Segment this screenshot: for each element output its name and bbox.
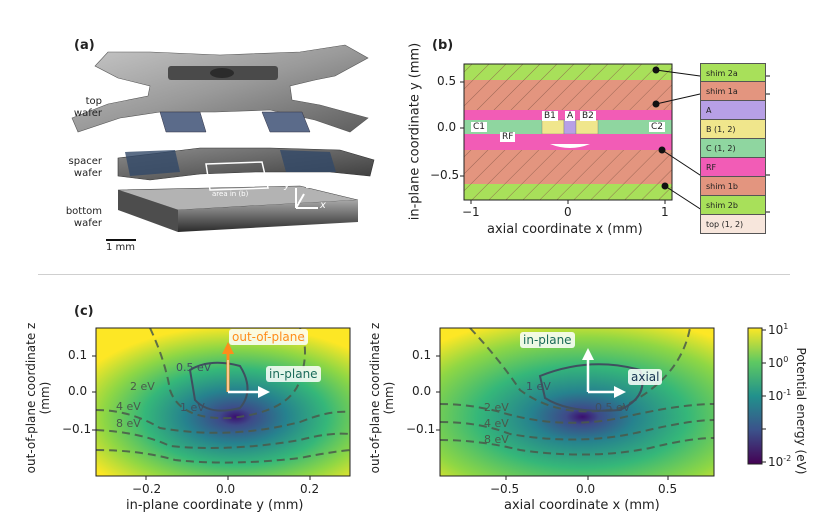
left-contour-4: 4 eV bbox=[116, 400, 141, 413]
electrode-legend: shim 2a shim 1a A B (1, 2) C (1, 2) RF shim 1b… bbox=[700, 63, 766, 234]
cbar-tick-1e0: 100 bbox=[768, 355, 789, 370]
right-contour-4: 4 eV bbox=[484, 417, 509, 430]
top-support-left bbox=[159, 111, 207, 133]
b-ytick-1: 0.0 bbox=[437, 120, 457, 134]
bottom-wafer-side bbox=[118, 190, 178, 232]
b-xlabel: axial coordinate x (mm) bbox=[487, 222, 643, 237]
spacer-wafer-label-line1: spacer bbox=[68, 156, 102, 167]
top-wafer-label: top wafer bbox=[58, 96, 102, 120]
right-arrow-right-label: axial bbox=[628, 369, 663, 385]
c1-ylabel-text: out-of-plane coordinate z (mm) bbox=[24, 322, 52, 474]
c1-ytick-1: 0.0 bbox=[68, 384, 88, 398]
scale-bar-label: 1 mm bbox=[106, 242, 136, 253]
b-ylabel: in-plane coordinate y (mm) bbox=[407, 42, 423, 221]
left-contour-8: 8 eV bbox=[116, 417, 141, 430]
c2-xtick-1: 0.0 bbox=[576, 482, 596, 496]
right-contour-8: 8 eV bbox=[484, 433, 509, 446]
left-contour-1: 1 eV bbox=[180, 401, 205, 414]
c1-ytick-2: −0.1 bbox=[62, 422, 92, 436]
legend-row: C (1, 2) bbox=[700, 139, 766, 158]
panel-c-label: (c) bbox=[74, 304, 94, 319]
panel-b-label: (b) bbox=[432, 38, 454, 53]
c1-xtick-0: −0.2 bbox=[132, 482, 162, 496]
b-xtick-2: 1 bbox=[661, 205, 669, 219]
right-contour-2: 2 eV bbox=[484, 401, 509, 414]
top-wafer-label-line2: wafer bbox=[73, 108, 102, 119]
c2-xtick-0: −0.5 bbox=[490, 482, 520, 496]
colorbar-label: Potential energy (eV) bbox=[794, 347, 808, 475]
cbar-exp-1: 1 bbox=[783, 322, 789, 331]
c2-ytick-2: −0.1 bbox=[406, 422, 436, 436]
right-arrow-up-label: in-plane bbox=[520, 332, 575, 348]
c2-ylabel: out-of-plane coordinate z (mm) bbox=[368, 318, 396, 478]
left-arrow-up-label: out-of-plane bbox=[229, 329, 308, 345]
b-ytick-2: −0.5 bbox=[430, 168, 460, 182]
spacer-wafer-label-line2: wafer bbox=[73, 168, 102, 179]
cbar-tick-1em2: 10-2 bbox=[768, 454, 792, 469]
top-wafer-shape bbox=[71, 44, 369, 133]
colorbar bbox=[747, 327, 763, 465]
legend-row: RF bbox=[700, 158, 766, 177]
c1-xlabel: in-plane coordinate y (mm) bbox=[126, 498, 304, 513]
legend-row: top (1, 2) bbox=[700, 215, 766, 234]
left-contour-05: 0.5 eV bbox=[176, 361, 212, 374]
axis-z-label: z bbox=[306, 180, 312, 191]
area-box bbox=[205, 161, 269, 191]
electrode-a: A bbox=[565, 111, 576, 121]
left-contour-2: 2 eV bbox=[130, 380, 155, 393]
cbar-exp-0: 0 bbox=[783, 355, 789, 364]
cbar-exp-m1: -1 bbox=[783, 388, 792, 397]
legend-row: B (1, 2) bbox=[700, 120, 766, 139]
b-xtick-0: −1 bbox=[462, 205, 480, 219]
legend-row: A bbox=[700, 101, 766, 120]
c1-ylabel: out-of-plane coordinate z (mm) bbox=[24, 318, 52, 478]
b-ytick-0: 0.5 bbox=[437, 74, 457, 88]
right-potential-map bbox=[440, 328, 714, 476]
c2-ytick-0: 0.1 bbox=[412, 348, 432, 362]
bottom-wafer-label: bottom wafer bbox=[54, 206, 102, 230]
axis-x-label: x bbox=[320, 200, 326, 211]
potential-maps bbox=[92, 327, 766, 480]
section-divider bbox=[38, 274, 790, 275]
top-wafer-label-line1: top bbox=[85, 96, 102, 107]
bottom-wafer-label-line2: wafer bbox=[73, 218, 102, 229]
electrode-c2: C2 bbox=[649, 122, 666, 132]
electrode-c1: C1 bbox=[471, 122, 488, 132]
legend-row: shim 2b bbox=[700, 196, 766, 215]
legend-row: shim 1b bbox=[700, 177, 766, 196]
right-contour-1: 1 eV bbox=[526, 380, 551, 393]
spacer-wafer-label: spacer wafer bbox=[54, 156, 102, 180]
wafer-stack-illustration bbox=[71, 44, 375, 241]
c2-xlabel: axial coordinate x (mm) bbox=[504, 498, 660, 513]
left-arrow-right-label: in-plane bbox=[266, 366, 321, 382]
cbar-exp-m2: -2 bbox=[783, 454, 792, 463]
cbar-tick-1e1: 101 bbox=[768, 322, 789, 337]
legend-row: shim 1a bbox=[700, 82, 766, 101]
right-contour-05: 0.5 eV bbox=[595, 401, 631, 414]
cbar-tick-1em1: 10-1 bbox=[768, 388, 792, 403]
c2-xtick-2: 0.5 bbox=[658, 482, 678, 496]
c1-ytick-0: 0.1 bbox=[68, 348, 88, 362]
c2-ylabel-text: out-of-plane coordinate z (mm) bbox=[368, 322, 396, 474]
c1-xtick-2: 0.2 bbox=[300, 482, 320, 496]
bottom-wafer-label-line1: bottom bbox=[65, 206, 102, 217]
electrode-b2: B2 bbox=[580, 111, 596, 121]
c1-xtick-1: 0.0 bbox=[216, 482, 236, 496]
panel-a-label: (a) bbox=[74, 38, 95, 53]
c2-ytick-1: 0.0 bbox=[412, 384, 432, 398]
area-label: area in (b) bbox=[212, 190, 249, 198]
b-xtick-1: 0 bbox=[564, 205, 572, 219]
top-support-right bbox=[261, 111, 311, 133]
electrode-rf: RF bbox=[500, 132, 516, 142]
legend-row: shim 2a bbox=[700, 63, 766, 82]
electrode-b1: B1 bbox=[542, 111, 558, 121]
axis-y-label: y bbox=[284, 180, 290, 191]
